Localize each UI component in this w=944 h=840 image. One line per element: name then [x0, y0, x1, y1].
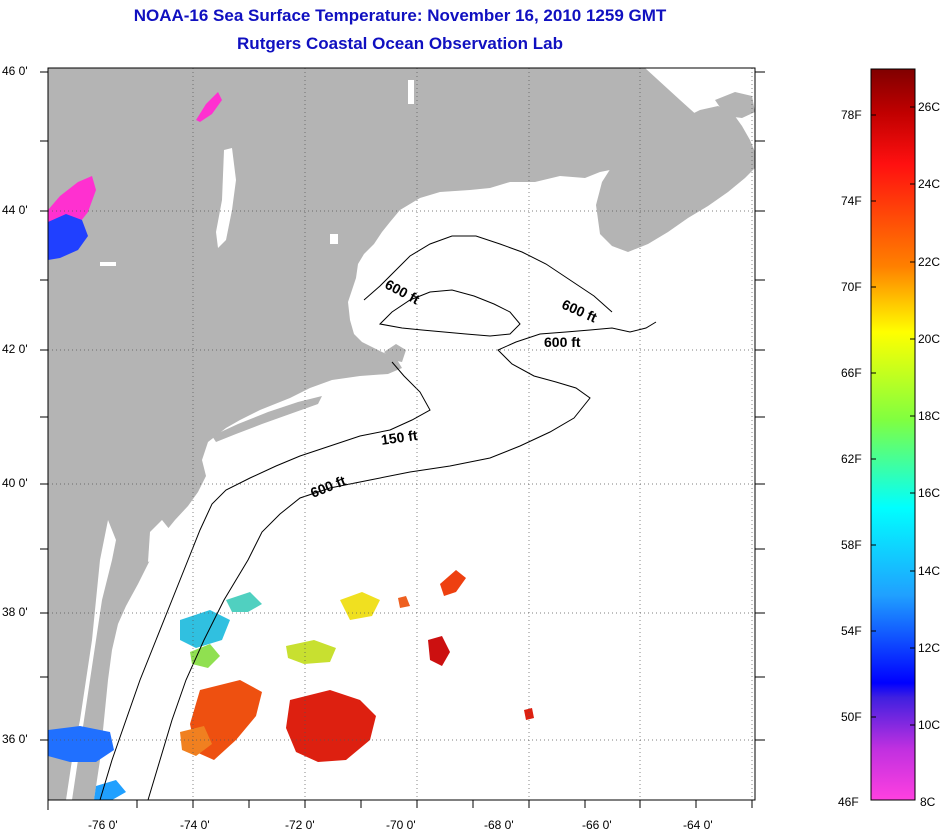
colorbar-c-26: 26C — [918, 100, 940, 114]
colorbar-f-54: 54F — [841, 624, 862, 638]
colorbar-c-16: 16C — [918, 486, 940, 500]
colorbar-f-66: 66F — [841, 366, 862, 380]
colorbar-c-24: 24C — [918, 177, 940, 191]
colorbar-f-78: 78F — [841, 108, 862, 122]
colorbar-c-20: 20C — [918, 332, 940, 346]
colorbar-f-74: 74F — [841, 194, 862, 208]
colorbar-f-70: 70F — [841, 280, 862, 294]
colorbar-c-10: 10C — [918, 718, 940, 732]
colorbar-f-46: 46F — [838, 795, 859, 809]
colorbar-c-14: 14C — [918, 564, 940, 578]
colorbar-f-58: 58F — [841, 538, 862, 552]
colorbar-c-18: 18C — [918, 409, 940, 423]
colorbar-c-12: 12C — [918, 641, 940, 655]
colorbar-f-50: 50F — [841, 710, 862, 724]
colorbar-c-22: 22C — [918, 255, 940, 269]
colorbar-f-62: 62F — [841, 452, 862, 466]
colorbar-gradient — [871, 69, 915, 800]
colorbar-c-8: 8C — [920, 795, 935, 809]
